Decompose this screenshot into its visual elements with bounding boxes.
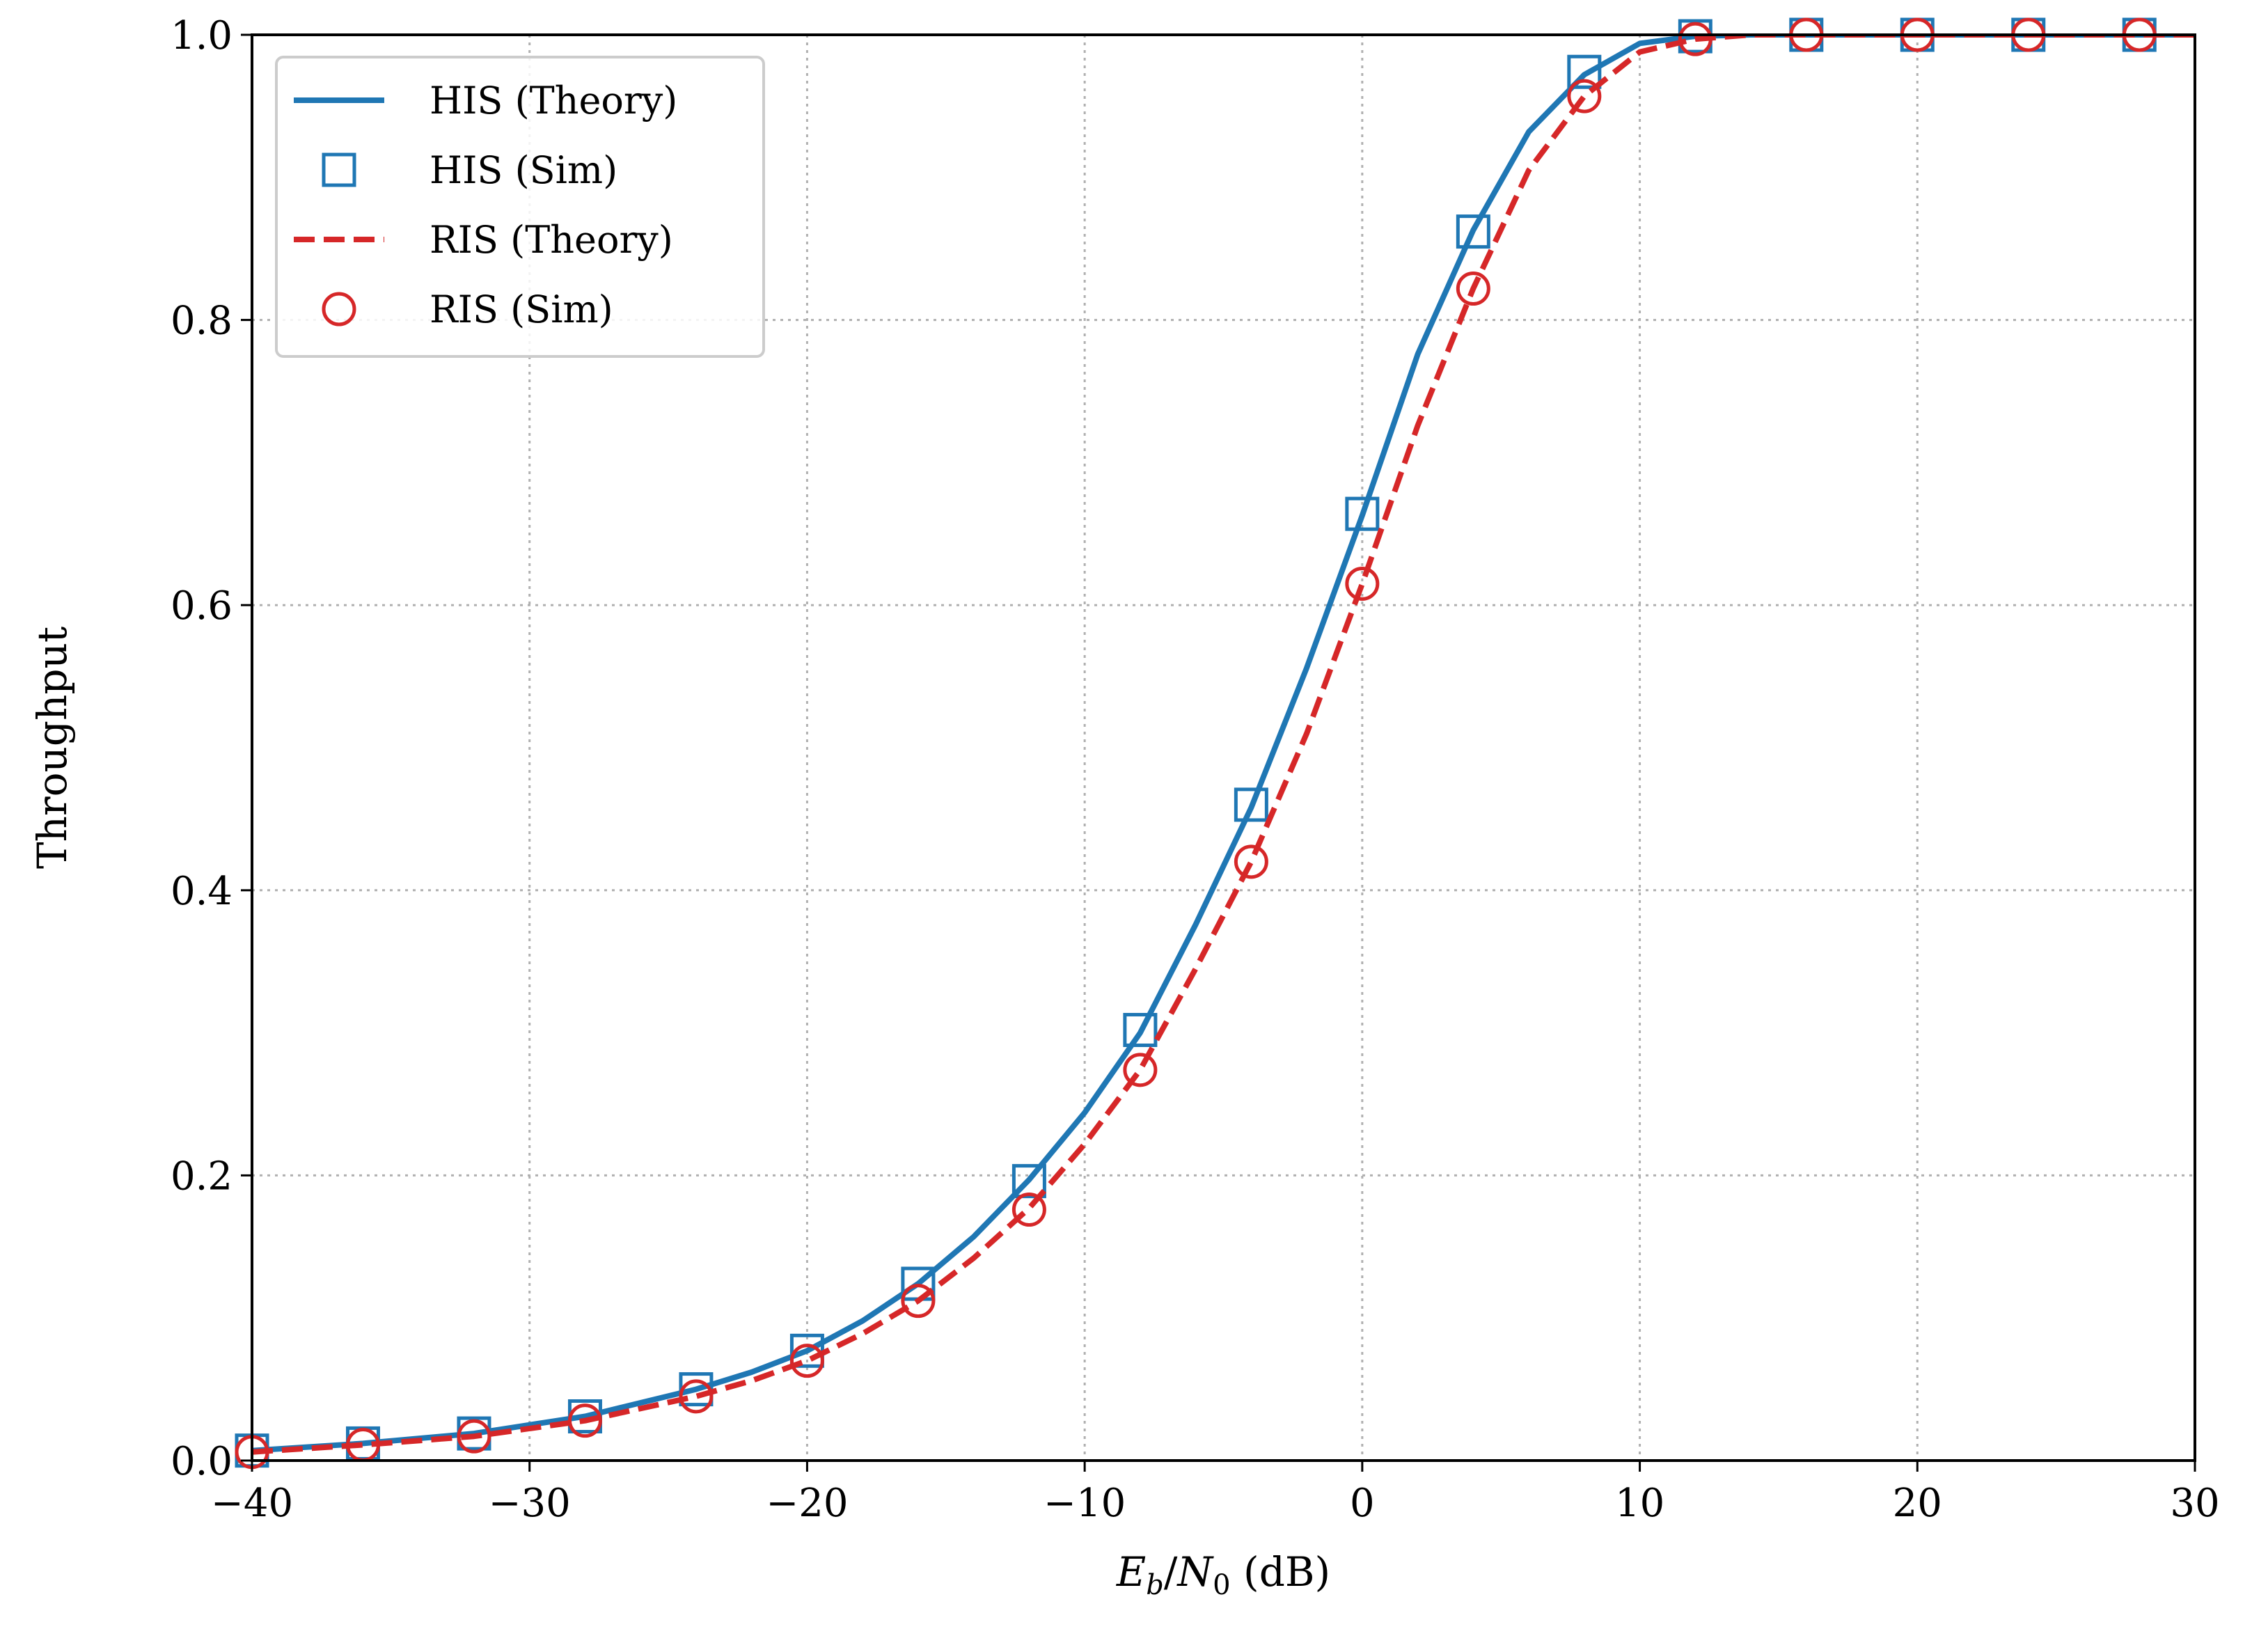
ris-sim-marker — [1567, 79, 1602, 113]
his-sim-marker — [1456, 214, 1490, 249]
legend-box — [275, 56, 765, 358]
y-tick-label: 0.0 — [171, 1439, 233, 1484]
legend-handle — [322, 292, 356, 327]
his-sim-marker — [1234, 787, 1268, 822]
y-axis-label: Throughput — [29, 627, 76, 869]
ris-sim-marker — [1123, 1053, 1158, 1087]
legend-label: HIS (Sim) — [430, 148, 617, 192]
x-tick-label: 10 — [1615, 1481, 1664, 1526]
ris-sim-marker — [1234, 844, 1268, 879]
his-sim-marker — [1123, 1013, 1158, 1048]
his-sim-marker — [1567, 54, 1602, 89]
plot-frame — [251, 33, 2196, 1462]
ris-sim-marker — [1011, 1193, 1046, 1227]
y-tick-label: 0.2 — [171, 1154, 233, 1199]
his-theory-line — [252, 35, 2195, 1454]
x-tick-label: −20 — [766, 1481, 848, 1526]
his-sim-marker — [1011, 1164, 1046, 1199]
x-tick-label: −30 — [489, 1481, 571, 1526]
x-axis-label: Eb/N0 (dB) — [1116, 1548, 1330, 1601]
y-tick-label: 1.0 — [171, 13, 233, 58]
x-tick-label: 30 — [2170, 1481, 2219, 1526]
legend: HIS (Theory) HIS (Sim) RIS (Theory) RIS (Si… — [275, 56, 765, 358]
x-tick-label: −40 — [211, 1481, 293, 1526]
ris-sim-marker — [1678, 22, 1712, 56]
ris-sim-marker — [789, 1344, 824, 1378]
ris-theory-series — [252, 35, 2195, 1455]
ris-sim-marker — [567, 1403, 602, 1438]
axis-ticks: −40 −30 −20 −10 0 10 20 30 0.0 0.2 0.4 0.6 0.8 1.0 — [171, 13, 2220, 1526]
y-tick-label: 0.6 — [171, 583, 233, 629]
legend-entry-his-sim: HIS (Sim) — [322, 148, 617, 192]
x-tick-label: 20 — [1893, 1481, 1942, 1526]
legend-label: RIS (Sim) — [430, 288, 613, 331]
y-tick-label: 0.8 — [171, 299, 233, 344]
ris-sim-marker — [1456, 272, 1490, 306]
legend-label: HIS (Theory) — [430, 79, 677, 123]
legend-entry-ris-theory: RIS (Theory) — [294, 218, 673, 262]
ris-sim-marker — [457, 1419, 491, 1454]
legend-entry-his-theory: HIS (Theory) — [294, 79, 677, 123]
ris-sim-marker — [1345, 566, 1380, 601]
legend-label: RIS (Theory) — [430, 218, 673, 262]
x-tick-label: −10 — [1044, 1481, 1126, 1526]
legend-handle — [322, 152, 356, 187]
legend-entry-ris-sim: RIS (Sim) — [322, 288, 613, 331]
x-tick-label: 0 — [1350, 1481, 1375, 1526]
ris-sim-marker — [679, 1379, 714, 1414]
his-theory-series — [252, 35, 2195, 1454]
his-sim-marker — [1345, 496, 1380, 531]
ris-theory-line — [252, 35, 2195, 1455]
ris-sim-marker — [901, 1284, 936, 1319]
y-tick-label: 0.4 — [171, 869, 233, 914]
